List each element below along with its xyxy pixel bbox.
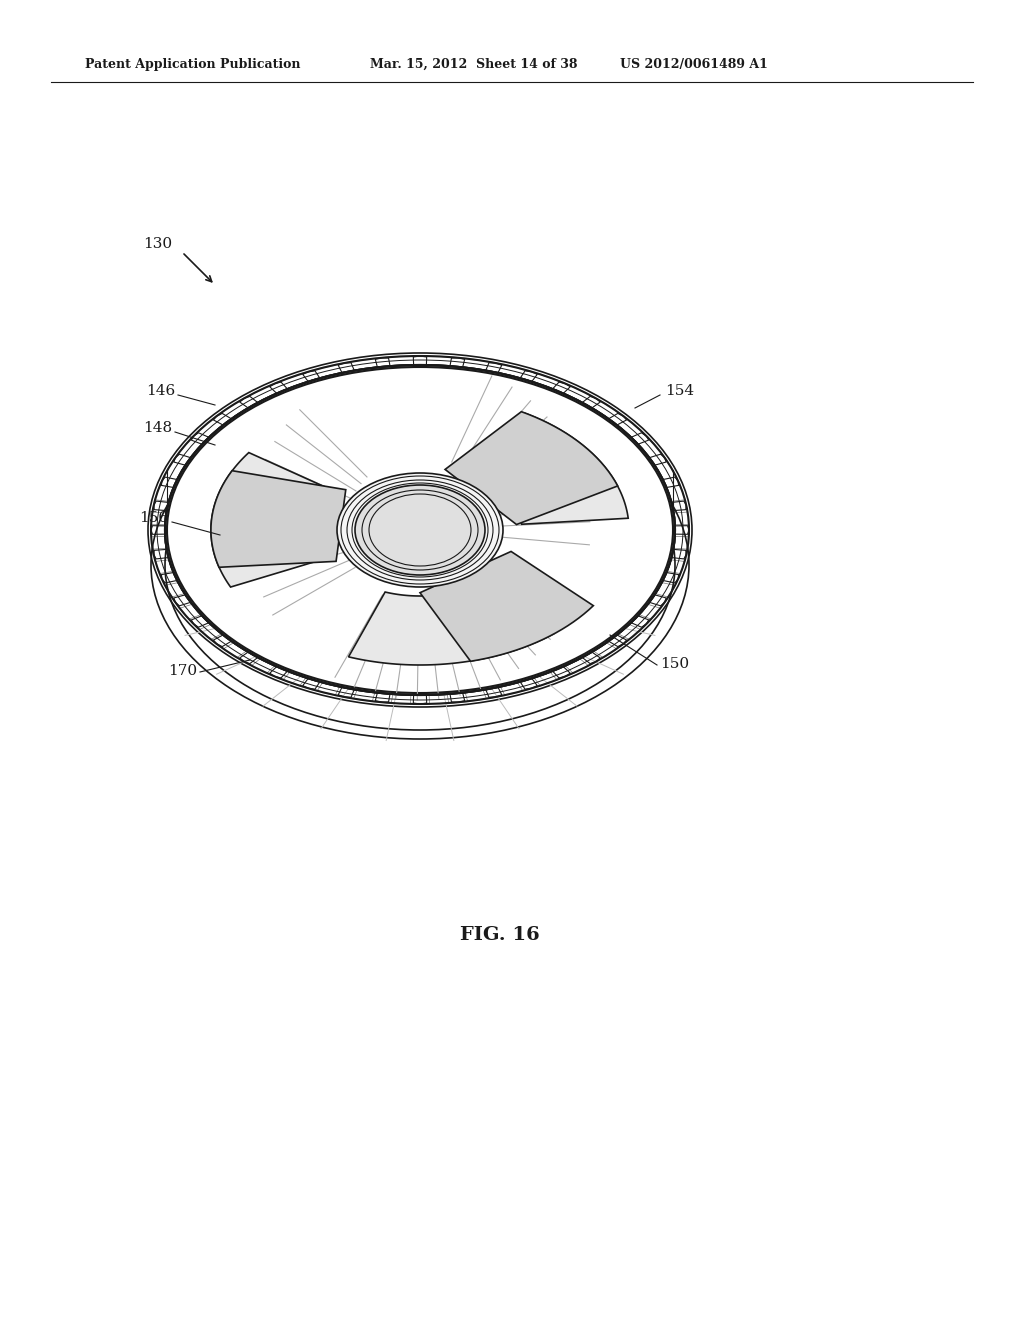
Polygon shape xyxy=(471,413,628,524)
Text: FIG. 16: FIG. 16 xyxy=(460,927,540,944)
Ellipse shape xyxy=(167,367,673,693)
Text: US 2012/0061489 A1: US 2012/0061489 A1 xyxy=(620,58,768,71)
Polygon shape xyxy=(211,471,346,568)
Polygon shape xyxy=(348,581,554,665)
Ellipse shape xyxy=(337,473,503,587)
Ellipse shape xyxy=(165,366,675,696)
Text: 130: 130 xyxy=(143,238,172,251)
Text: Mar. 15, 2012  Sheet 14 of 38: Mar. 15, 2012 Sheet 14 of 38 xyxy=(370,58,578,71)
Text: 146: 146 xyxy=(145,384,175,399)
Text: 156: 156 xyxy=(139,511,168,525)
Polygon shape xyxy=(445,412,617,524)
Text: 154: 154 xyxy=(665,384,694,399)
Polygon shape xyxy=(211,453,337,587)
Text: 170: 170 xyxy=(168,664,197,678)
Ellipse shape xyxy=(355,484,485,576)
Text: 148: 148 xyxy=(143,421,172,436)
Text: 150: 150 xyxy=(660,657,689,671)
Text: Patent Application Publication: Patent Application Publication xyxy=(85,58,300,71)
Polygon shape xyxy=(420,552,593,661)
Ellipse shape xyxy=(148,352,692,708)
